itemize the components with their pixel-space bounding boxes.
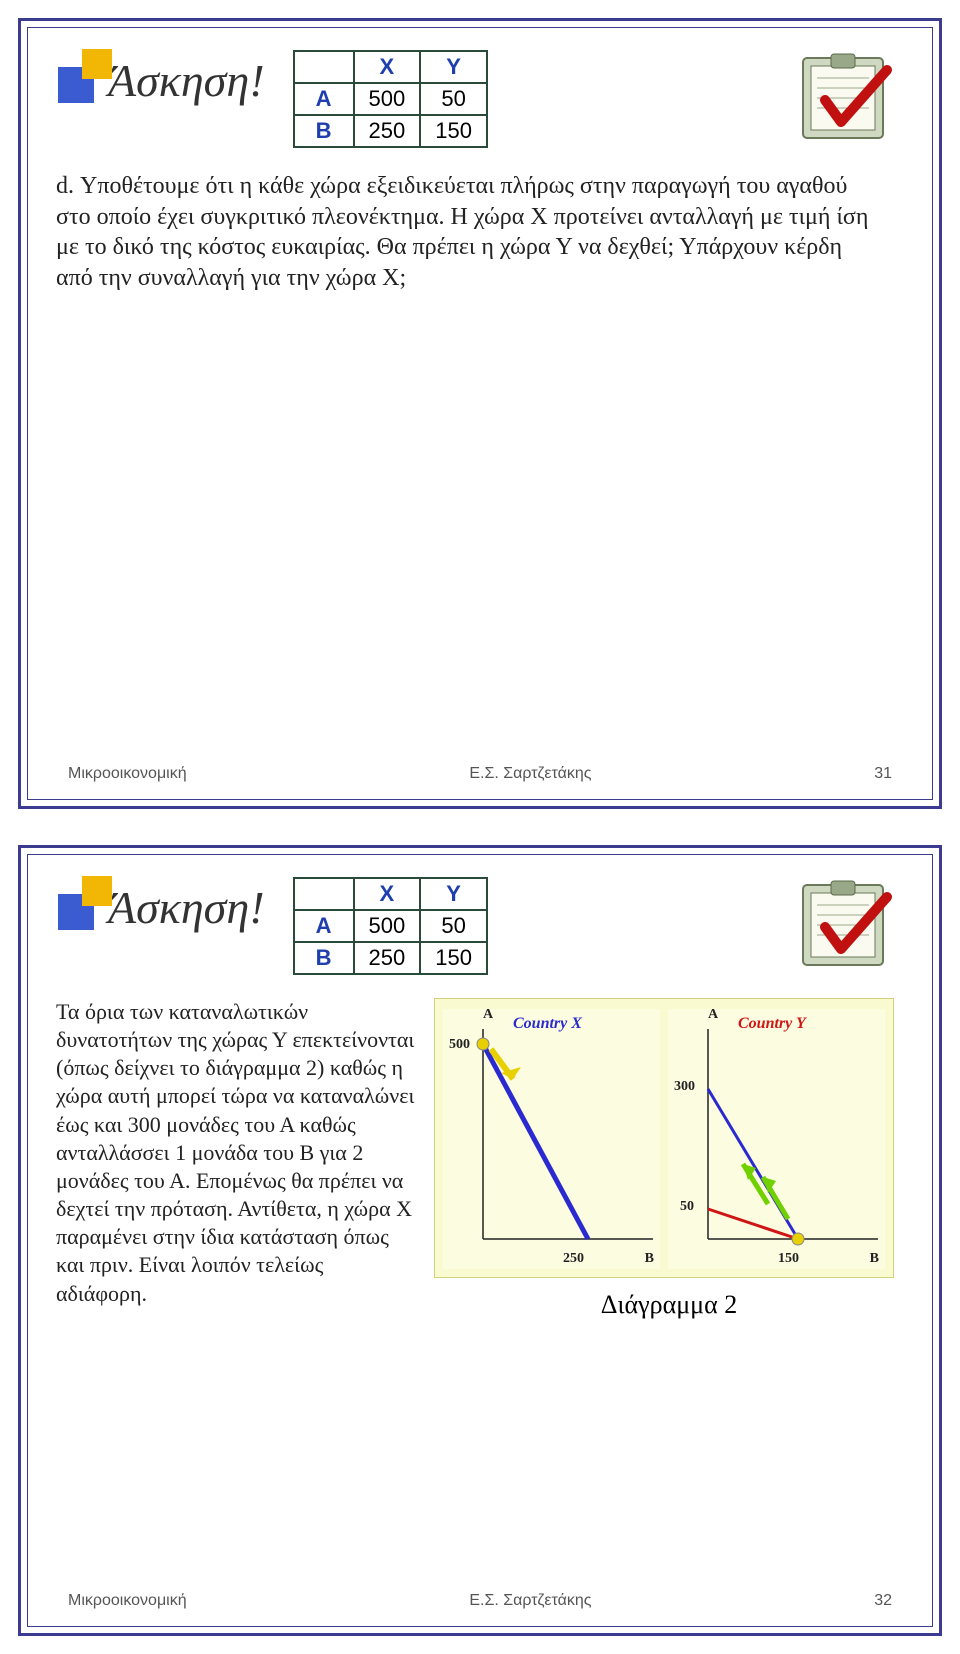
footer-page-num: 32 bbox=[874, 1592, 892, 1610]
slide-title: Άσκηση! bbox=[108, 48, 265, 107]
footer-left: Μικροοικονομική bbox=[68, 1592, 187, 1610]
col-header-y: Y bbox=[420, 51, 487, 83]
slide-footer: Μικροοικονομική Ε.Σ. Σαρτζετάκης 31 bbox=[68, 765, 892, 783]
table-corner bbox=[294, 878, 354, 910]
title-decor bbox=[56, 49, 114, 107]
cell-a-x: 500 bbox=[354, 910, 421, 942]
title-row: Άσκηση! X Y A 500 50 B 250 bbox=[56, 48, 904, 153]
row-label-b: B bbox=[294, 115, 354, 147]
col-header-x: X bbox=[354, 878, 421, 910]
clipboard-check-icon bbox=[783, 875, 898, 980]
footer-left: Μικροοικονομική bbox=[68, 765, 187, 783]
yellow-square-icon bbox=[82, 876, 112, 906]
chart-country-y: Country Y A 300 50 150 B bbox=[668, 1009, 885, 1269]
content-row: Τα όρια των καταναλωτικών δυνατοτήτων τη… bbox=[56, 998, 904, 1320]
col-header-x: X bbox=[354, 51, 421, 83]
title-row: Άσκηση! X Y A 500 50 B 250 bbox=[56, 875, 904, 980]
inner-frame: Άσκηση! X Y A 500 50 B 250 bbox=[27, 854, 933, 1627]
row-label-a: A bbox=[294, 910, 354, 942]
yellow-square-icon bbox=[82, 49, 112, 79]
footer-mid: Ε.Σ. Σαρτζετάκης bbox=[187, 765, 875, 783]
row-label-b: B bbox=[294, 942, 354, 974]
row-label-a: A bbox=[294, 83, 354, 115]
data-table: X Y A 500 50 B 250 150 bbox=[293, 50, 488, 148]
chart-panel: Country X A 500 250 B bbox=[434, 998, 894, 1278]
inner-frame: Άσκηση! X Y A 500 50 B 250 bbox=[27, 27, 933, 800]
charts-column: Country X A 500 250 B bbox=[434, 998, 904, 1320]
cell-b-x: 250 bbox=[354, 942, 421, 974]
col-header-y: Y bbox=[420, 878, 487, 910]
slide-footer: Μικροοικονομική Ε.Σ. Σαρτζετάκης 32 bbox=[68, 1592, 892, 1610]
title-decor bbox=[56, 876, 114, 934]
outer-frame: Άσκηση! X Y A 500 50 B 250 bbox=[18, 18, 942, 809]
table-row: A 500 50 bbox=[294, 83, 487, 115]
cell-b-x: 250 bbox=[354, 115, 421, 147]
slide-body: Τα όρια των καταναλωτικών δυνατοτήτων τη… bbox=[56, 998, 416, 1308]
slide-title: Άσκηση! bbox=[108, 875, 265, 934]
diagram-caption: Διάγραμμα 2 bbox=[434, 1290, 904, 1320]
chart-country-x: Country X A 500 250 B bbox=[443, 1009, 660, 1269]
table-row: B 250 150 bbox=[294, 942, 487, 974]
cell-b-y: 150 bbox=[420, 115, 487, 147]
data-table: X Y A 500 50 B 250 150 bbox=[293, 877, 488, 975]
cell-b-y: 150 bbox=[420, 942, 487, 974]
cell-a-x: 500 bbox=[354, 83, 421, 115]
slide-2: Άσκηση! X Y A 500 50 B 250 bbox=[0, 827, 960, 1654]
slide-1: Άσκηση! X Y A 500 50 B 250 bbox=[0, 0, 960, 827]
footer-page-num: 31 bbox=[874, 765, 892, 783]
footer-mid: Ε.Σ. Σαρτζετάκης bbox=[187, 1592, 875, 1610]
title-block: Άσκηση! bbox=[56, 875, 265, 934]
table-row: A 500 50 bbox=[294, 910, 487, 942]
cell-a-y: 50 bbox=[420, 910, 487, 942]
outer-frame: Άσκηση! X Y A 500 50 B 250 bbox=[18, 845, 942, 1636]
table-corner bbox=[294, 51, 354, 83]
clipboard-check-icon bbox=[783, 48, 898, 153]
title-block: Άσκηση! bbox=[56, 48, 265, 107]
slide-body: d. Υποθέτουμε ότι η κάθε χώρα εξειδικεύε… bbox=[56, 171, 876, 294]
cell-a-y: 50 bbox=[420, 83, 487, 115]
table-row: B 250 150 bbox=[294, 115, 487, 147]
